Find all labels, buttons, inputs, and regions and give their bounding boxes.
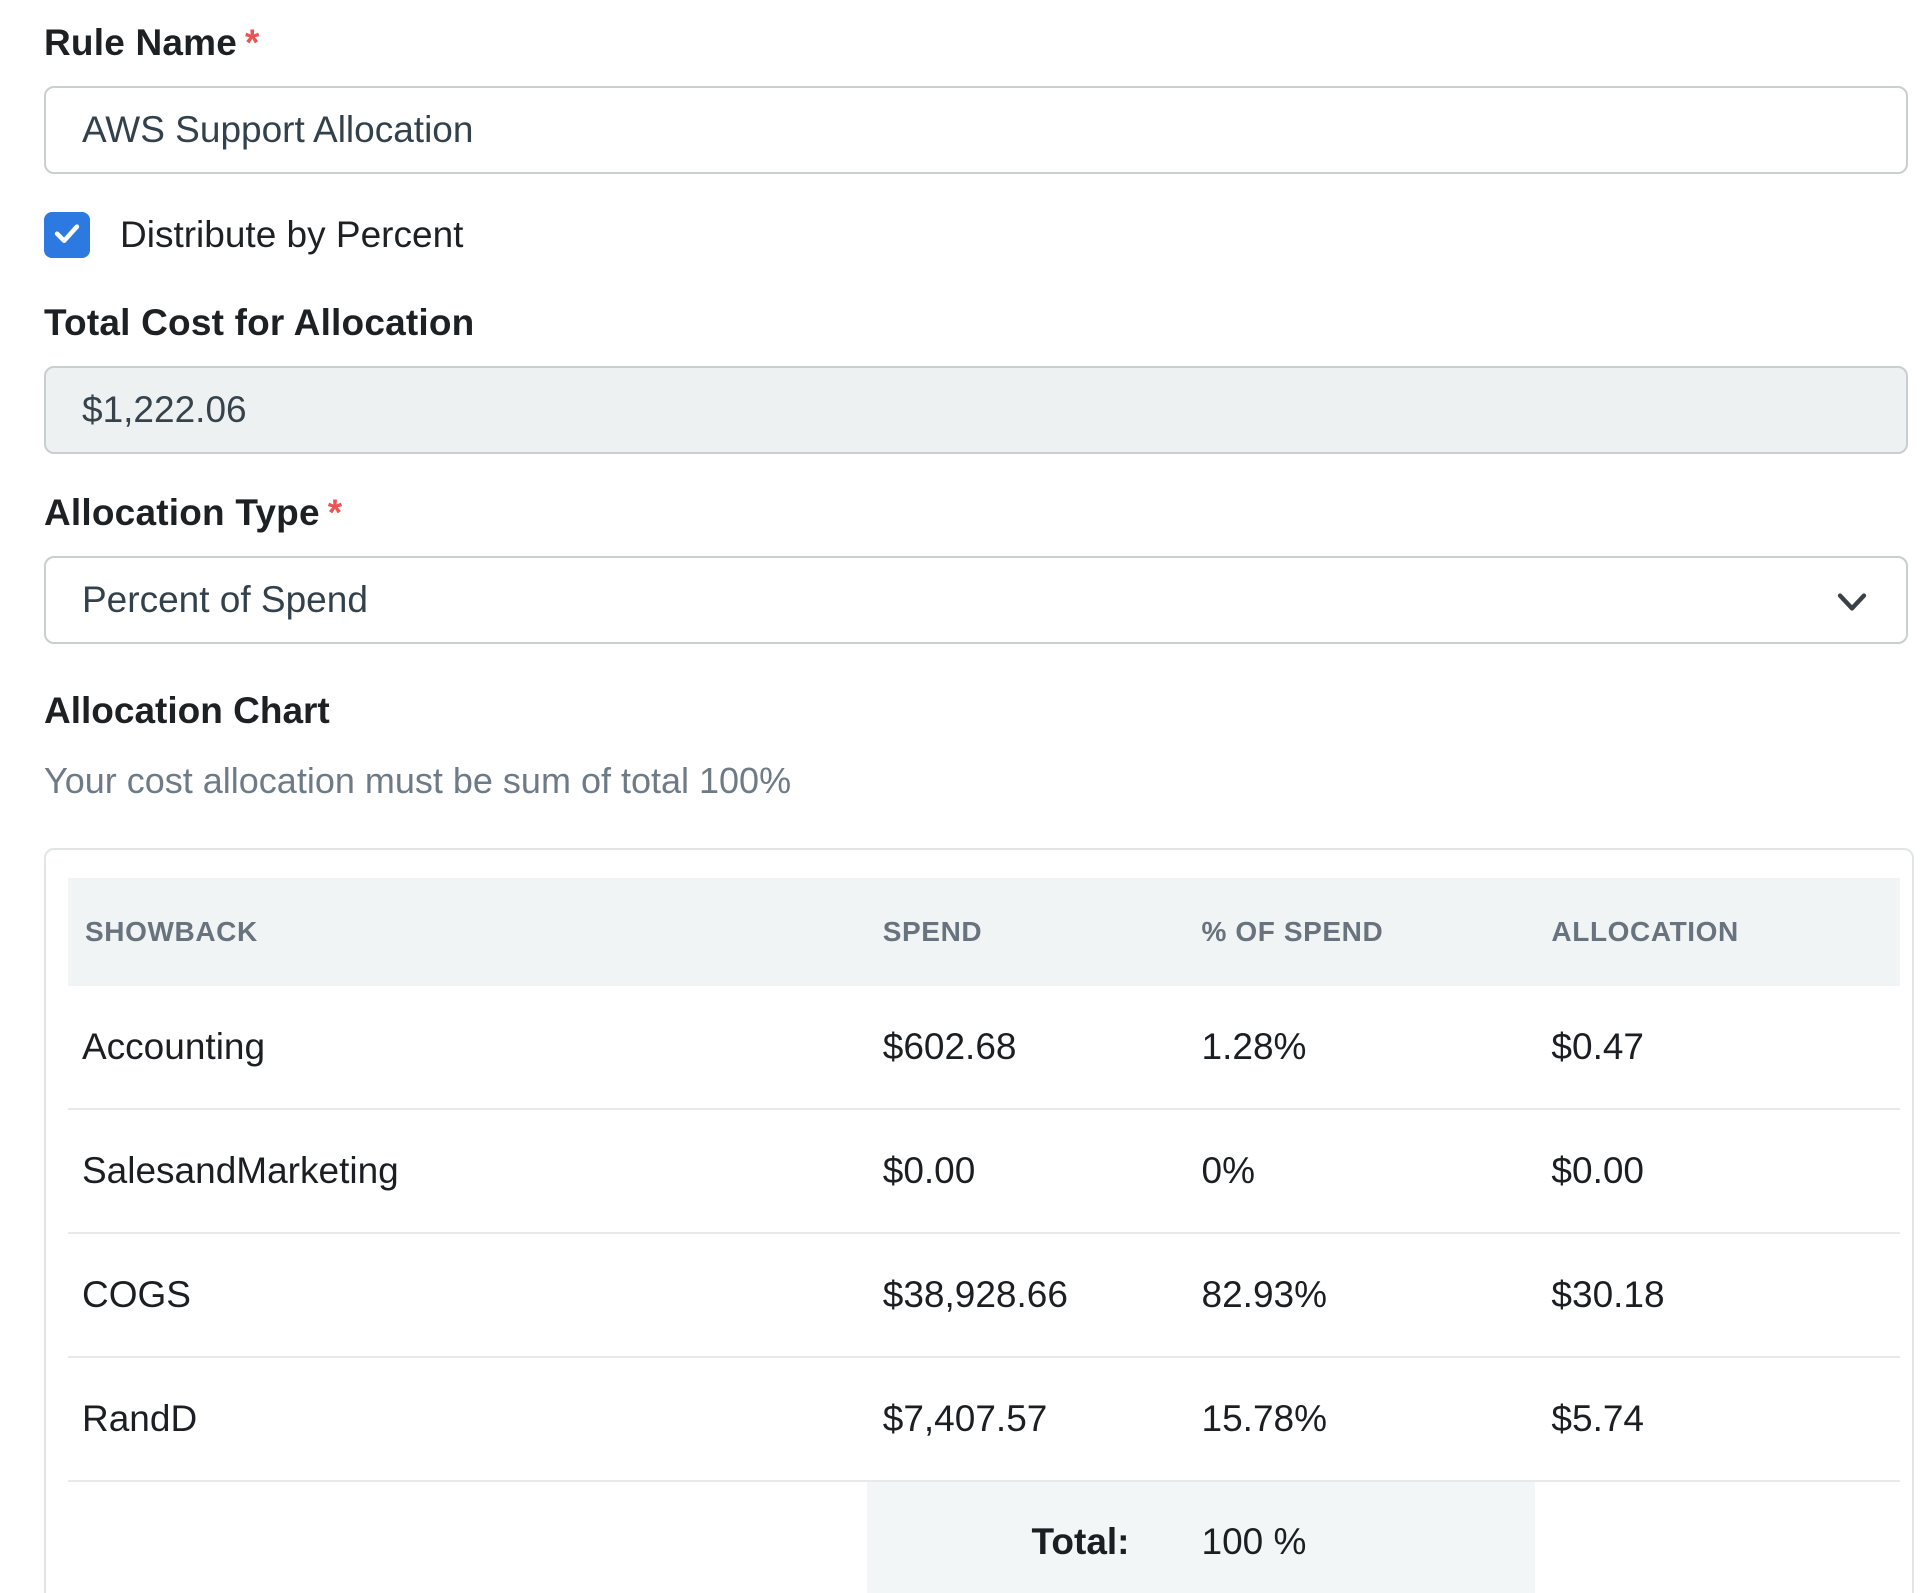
allocation-table-card: SHOWBACK SPEND % OF SPEND ALLOCATION Acc… bbox=[44, 848, 1914, 1593]
spend-cell: $602.68 bbox=[866, 986, 1186, 1110]
checkmark-icon bbox=[50, 216, 84, 255]
showback-cell: COGS bbox=[68, 1233, 867, 1358]
allocation-cell: $0.47 bbox=[1535, 986, 1900, 1110]
rule-name-label: Rule Name * bbox=[44, 22, 1908, 64]
allocation-cell: $30.18 bbox=[1535, 1233, 1900, 1358]
percent-cell: 15.78% bbox=[1185, 1357, 1536, 1482]
rule-name-label-text: Rule Name bbox=[44, 22, 238, 63]
spend-cell: $0.00 bbox=[866, 1109, 1186, 1234]
distribute-by-percent-checkbox[interactable] bbox=[44, 212, 90, 258]
allocation-chart-title: Allocation Chart bbox=[44, 690, 330, 731]
percent-cell: 0% bbox=[1185, 1109, 1536, 1234]
percent-cell: 1.28% bbox=[1185, 986, 1536, 1110]
total-value: 100 % bbox=[1185, 1481, 1536, 1593]
total-empty-cell bbox=[1535, 1481, 1900, 1593]
column-header-showback: SHOWBACK bbox=[68, 878, 867, 986]
required-asterisk: * bbox=[327, 492, 343, 533]
column-header-allocation: ALLOCATION bbox=[1535, 878, 1900, 986]
showback-cell: SalesandMarketing bbox=[68, 1109, 867, 1234]
table-row: RandD $7,407.57 15.78% $5.74 bbox=[68, 1357, 1900, 1482]
table-row: COGS $38,928.66 82.93% $30.18 bbox=[68, 1233, 1900, 1358]
total-label: Total: bbox=[866, 1481, 1186, 1593]
showback-cell: RandD bbox=[68, 1357, 867, 1482]
showback-cell: Accounting bbox=[68, 986, 867, 1110]
spend-cell: $7,407.57 bbox=[866, 1357, 1186, 1482]
allocation-chart-subtitle: Your cost allocation must be sum of tota… bbox=[44, 760, 792, 801]
total-empty-cell bbox=[68, 1481, 867, 1593]
allocation-type-selected-value: Percent of Spend bbox=[82, 579, 368, 620]
table-total-row: Total: 100 % bbox=[68, 1481, 1900, 1593]
allocation-cell: $5.74 bbox=[1535, 1357, 1900, 1482]
distribute-by-percent-label: Distribute by Percent bbox=[120, 214, 464, 255]
allocation-type-select[interactable]: Percent of Spend bbox=[44, 556, 1908, 644]
column-header-spend: SPEND bbox=[866, 878, 1186, 986]
chevron-down-icon bbox=[1830, 580, 1874, 624]
allocation-table: SHOWBACK SPEND % OF SPEND ALLOCATION Acc… bbox=[68, 878, 1900, 1593]
allocation-cell: $0.00 bbox=[1535, 1109, 1900, 1234]
table-header-row: SHOWBACK SPEND % OF SPEND ALLOCATION bbox=[68, 878, 1900, 986]
percent-cell: 82.93% bbox=[1185, 1233, 1536, 1358]
column-header-percent: % OF SPEND bbox=[1185, 878, 1536, 986]
allocation-type-label-text: Allocation Type bbox=[44, 492, 320, 533]
required-asterisk: * bbox=[245, 22, 260, 63]
total-cost-label: Total Cost for Allocation bbox=[44, 302, 475, 343]
allocation-type-label: Allocation Type * bbox=[44, 492, 1908, 534]
spend-cell: $38,928.66 bbox=[866, 1233, 1186, 1358]
distribute-by-percent-row: Distribute by Percent bbox=[44, 212, 1908, 258]
table-row: Accounting $602.68 1.28% $0.47 bbox=[68, 986, 1900, 1110]
rule-name-input[interactable] bbox=[44, 86, 1908, 174]
total-cost-input bbox=[44, 366, 1908, 454]
table-row: SalesandMarketing $0.00 0% $0.00 bbox=[68, 1109, 1900, 1234]
